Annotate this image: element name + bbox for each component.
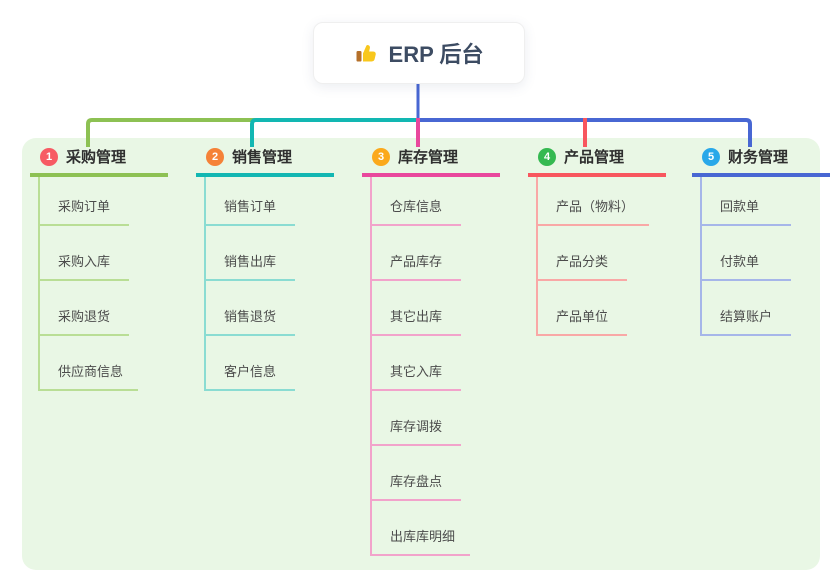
branch-items: 销售订单销售出库销售退货客户信息 xyxy=(204,177,334,391)
tree-item[interactable]: 客户信息 xyxy=(206,336,334,391)
tree-item[interactable]: 采购订单 xyxy=(40,177,168,226)
tree-item[interactable]: 销售出库 xyxy=(206,226,334,281)
tree-item-label: 出库库明细 xyxy=(372,526,471,556)
branch-header-inventory[interactable]: 3 库存管理 xyxy=(362,146,500,177)
tree-item-label: 销售订单 xyxy=(206,196,295,226)
branch-header-product[interactable]: 4 产品管理 xyxy=(528,146,666,177)
branches-panel xyxy=(22,138,820,570)
branch-header-purchase[interactable]: 1 采购管理 xyxy=(30,146,168,177)
tree-item-label: 采购退货 xyxy=(40,306,129,336)
branch-badge: 1 xyxy=(40,147,58,166)
tree-item[interactable]: 产品单位 xyxy=(538,281,666,336)
tree-item-label: 产品库存 xyxy=(372,251,461,281)
tree-item[interactable]: 供应商信息 xyxy=(40,336,168,391)
tree-item-label: 采购入库 xyxy=(40,251,129,281)
tree-item-label: 采购订单 xyxy=(40,196,129,226)
tree-item-label: 其它入库 xyxy=(372,361,461,391)
branch-items: 回款单付款单结算账户 xyxy=(700,177,830,336)
tree-item-label: 库存盘点 xyxy=(372,471,461,501)
tree-item-label: 付款单 xyxy=(702,251,791,281)
branch-items: 产品（物料） 产品分类产品单位 xyxy=(536,177,666,336)
tree-item[interactable]: 结算账户 xyxy=(702,281,830,336)
tree-item-label: 销售出库 xyxy=(206,251,295,281)
branch-finance: 5 财务管理回款单付款单结算账户 xyxy=(692,146,830,336)
tree-item[interactable]: 采购退货 xyxy=(40,281,168,336)
thumbs-up-icon xyxy=(355,41,379,65)
branch-badge: 5 xyxy=(702,147,720,166)
tree-item-label: 产品（物料） xyxy=(538,196,650,226)
branch-label: 采购管理 xyxy=(66,149,127,166)
tree-item-label: 产品单位 xyxy=(538,306,627,336)
branch-purchase: 1 采购管理采购订单采购入库采购退货供应商信息 xyxy=(30,146,168,391)
tree-item[interactable]: 产品库存 xyxy=(372,226,500,281)
tree-item[interactable]: 产品分类 xyxy=(538,226,666,281)
tree-item[interactable]: 出库库明细 xyxy=(372,501,500,556)
branch-badge: 4 xyxy=(538,147,556,166)
tree-item-label: 其它出库 xyxy=(372,306,461,336)
tree-item[interactable]: 产品（物料） xyxy=(538,177,666,226)
tree-item-label: 结算账户 xyxy=(702,306,791,336)
tree-item[interactable]: 采购入库 xyxy=(40,226,168,281)
tree-item-label: 供应商信息 xyxy=(40,361,139,391)
branch-label: 产品管理 xyxy=(564,149,625,166)
branch-label: 库存管理 xyxy=(398,149,459,166)
branch-label: 销售管理 xyxy=(232,149,293,166)
branch-label: 财务管理 xyxy=(728,149,789,166)
tree-item[interactable]: 其它出库 xyxy=(372,281,500,336)
tree-item[interactable]: 其它入库 xyxy=(372,336,500,391)
tree-item[interactable]: 销售订单 xyxy=(206,177,334,226)
tree-item-label: 产品分类 xyxy=(538,251,627,281)
tree-item[interactable]: 付款单 xyxy=(702,226,830,281)
branch-inventory: 3 库存管理仓库信息产品库存其它出库其它入库库存调拨库存盘点出库库明细 xyxy=(362,146,500,556)
branch-sales: 2 销售管理销售订单销售出库销售退货客户信息 xyxy=(196,146,334,391)
tree-item[interactable]: 库存盘点 xyxy=(372,446,500,501)
tree-item[interactable]: 回款单 xyxy=(702,177,830,226)
tree-item-label: 销售退货 xyxy=(206,306,295,336)
tree-item[interactable]: 仓库信息 xyxy=(372,177,500,226)
tree-item-label: 回款单 xyxy=(702,196,791,226)
branch-items: 仓库信息产品库存其它出库其它入库库存调拨库存盘点出库库明细 xyxy=(370,177,500,556)
root-title: ERP 后台 xyxy=(388,42,484,67)
tree-item-label: 仓库信息 xyxy=(372,196,461,226)
root-node[interactable]: ERP 后台 xyxy=(313,22,525,84)
branch-header-finance[interactable]: 5 财务管理 xyxy=(692,146,830,177)
branch-product: 4 产品管理产品（物料） 产品分类产品单位 xyxy=(528,146,666,336)
branch-items: 采购订单采购入库采购退货供应商信息 xyxy=(38,177,168,391)
branch-badge: 2 xyxy=(206,147,224,166)
tree-item-label: 库存调拨 xyxy=(372,416,461,446)
tree-item[interactable]: 库存调拨 xyxy=(372,391,500,446)
tree-item[interactable]: 销售退货 xyxy=(206,281,334,336)
branch-badge: 3 xyxy=(372,147,390,166)
branch-header-sales[interactable]: 2 销售管理 xyxy=(196,146,334,177)
tree-item-label: 客户信息 xyxy=(206,361,295,391)
